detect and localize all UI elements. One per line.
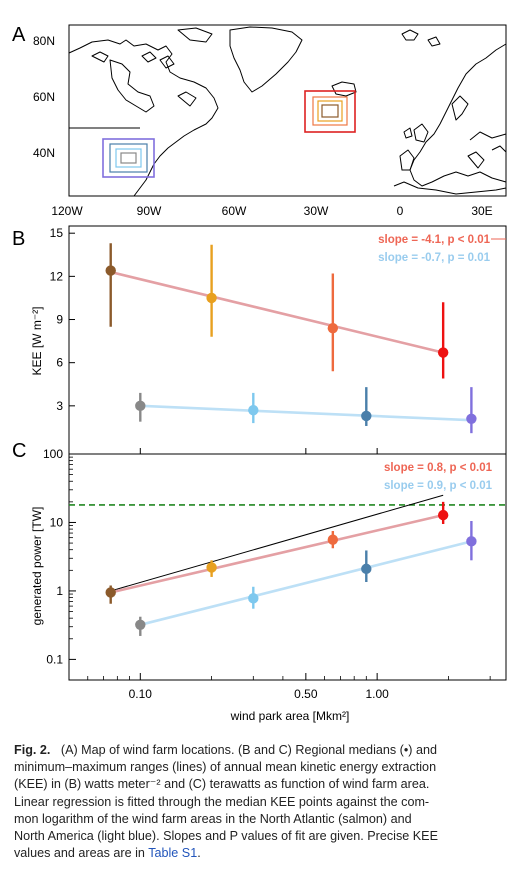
power-y-axis-label: generated power [TW]	[30, 507, 44, 626]
kee-fit-line-north-america	[138, 404, 473, 422]
power-fit-lines	[109, 513, 473, 627]
na-farm-box-medium	[317, 100, 343, 122]
kee-median-point	[248, 404, 259, 416]
kee-y-axis-label: KEE [W m⁻²]	[30, 307, 44, 376]
power-median-point	[105, 587, 116, 598]
caption-line: values and areas are in	[14, 846, 145, 861]
power-na-annotation: slope = 0.8, p < 0.01	[384, 462, 493, 474]
power-am-annotation: slope = 0.9, p < 0.01	[384, 480, 493, 492]
power-x-tick-label: 0.10	[129, 687, 153, 701]
power-chart: generated power [TW] wind park area [Mkm…	[30, 447, 507, 723]
power-median-point	[248, 593, 259, 604]
map-lat-label: 60N	[33, 90, 55, 104]
kee-y-tick-label: 6	[56, 356, 63, 370]
panel-label-a: A	[12, 24, 26, 46]
panel-label-c: C	[12, 440, 26, 462]
map-lon-label: 0	[397, 204, 404, 218]
power-x-tick-label: 1.00	[365, 687, 389, 701]
power-median-point	[327, 534, 339, 545]
power-median-point	[361, 563, 372, 575]
kee-na-annotation: slope = -4.1, p < 0.01	[378, 234, 490, 246]
power-y-tick-label: 100	[43, 447, 63, 461]
map-lon-label: 30W	[304, 204, 329, 218]
power-median-point	[466, 536, 477, 547]
kee-chart: KEE [W m⁻²] 15 12 9 6 3 slope = -4.1, p < 0.…	[30, 225, 507, 455]
power-median-point	[135, 619, 146, 631]
kee-median-point	[361, 410, 372, 422]
kee-y-tick-label: 3	[56, 399, 63, 413]
power-plot-frame	[68, 453, 507, 681]
power-median-point	[206, 562, 217, 573]
caption-line: minimum–maximum ranges (lines) of annual…	[14, 760, 437, 775]
caption-line: (KEE) in (B) watts meter⁻² and (C) teraw…	[14, 777, 430, 792]
table-s1-link[interactable]: Table S1	[148, 846, 198, 861]
kee-median-point	[437, 347, 449, 358]
panel-label-b: B	[12, 228, 25, 250]
power-linear-scaling-line	[110, 494, 444, 592]
power-y-tick-label: 10	[50, 515, 64, 529]
map-lon-label: 90W	[137, 204, 162, 218]
kee-y-ticks: 15 12 9 6 3	[50, 226, 378, 454]
power-fit-line-north-atlantic	[109, 513, 445, 594]
map-lat-label: 80N	[33, 34, 55, 48]
am-farm-box-medium	[115, 148, 142, 168]
kee-median-point	[135, 400, 146, 412]
power-axis-ticks: 100 10 1 0.1 0.10 0.50 1.00	[43, 447, 491, 701]
kee-y-tick-label: 9	[56, 313, 63, 327]
na-farm-box-largest	[304, 90, 356, 133]
kee-y-tick-label: 12	[50, 269, 64, 283]
na-farm-box-large	[312, 96, 348, 126]
kee-median-point	[206, 292, 217, 304]
map-frame	[68, 24, 507, 197]
coastlines	[68, 26, 507, 197]
figure: A B C	[12, 24, 507, 723]
map-lat-label: 40N	[33, 146, 55, 160]
caption-line-end: .	[197, 846, 201, 861]
power-y-tick-label: 0.1	[46, 652, 63, 666]
power-marks	[105, 501, 477, 636]
power-median-point	[437, 509, 449, 521]
map-lon-label: 60W	[222, 204, 247, 218]
am-farm-box-small	[120, 152, 137, 164]
power-x-axis-label: wind park area [Mkm²]	[230, 709, 350, 723]
kee-am-annotation: slope = -0.7, p = 0.01	[378, 252, 490, 264]
caption-line: North America (light blue). Slopes and P…	[14, 829, 438, 844]
kee-marks	[105, 243, 477, 434]
caption-figure-number: Fig. 2.	[14, 743, 51, 757]
power-x-tick-label: 0.50	[294, 687, 318, 701]
kee-fit-lines	[109, 270, 473, 422]
am-farm-box-largest	[102, 138, 155, 178]
caption-line: mon logarithm of the wind farm areas in …	[14, 811, 412, 826]
wind-farm-boxes	[102, 90, 356, 178]
caption-line: Linear regression is fitted through the …	[14, 794, 430, 809]
kee-median-point	[105, 265, 116, 276]
map-lon-label: 120W	[51, 204, 83, 218]
power-fit-line-north-america	[138, 540, 473, 627]
kee-y-tick-label: 15	[50, 226, 64, 240]
na-farm-box-small	[321, 104, 339, 118]
power-y-tick-label: 1	[56, 584, 63, 598]
kee-median-point	[466, 413, 477, 424]
kee-median-point	[327, 322, 339, 334]
am-farm-box-large	[109, 143, 148, 173]
figure-caption: Fig. 2. (A) Map of wind farm locations. …	[14, 742, 510, 862]
kee-fit-line-north-atlantic	[109, 270, 445, 354]
caption-line: (A) Map of wind farm locations. (B and C…	[60, 743, 437, 757]
wind-farm-map: 80N 60N 40N 120W 90W 60W 30W 0 30E	[33, 24, 507, 218]
map-lon-label: 30E	[471, 204, 492, 218]
